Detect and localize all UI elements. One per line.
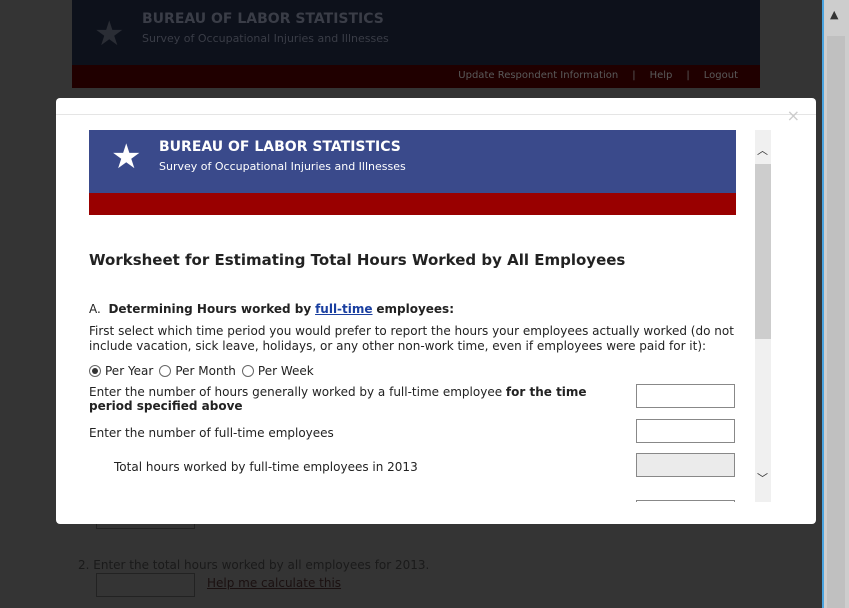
bls-logo-icon: ★ [111,137,142,177]
full-time-link[interactable]: full-time [315,302,373,316]
help-calculate-link: Help me calculate this [207,576,342,590]
bg-nav-bar: Update Respondent Information | Help | Log… [72,65,760,88]
close-icon[interactable]: × [786,106,800,125]
scroll-down-icon[interactable]: ﹀ [757,472,768,485]
red-bar [89,193,736,215]
banner-subtitle: Survey of Occupational Injuries and Illn… [159,160,406,173]
radio-per-month[interactable]: Per Month [159,364,236,378]
bls-logo-icon: ★ [94,14,125,54]
section-a-heading: A. Determining Hours worked by full-time… [89,302,454,316]
hours-input[interactable] [636,384,735,408]
total-output [636,453,735,477]
employees-input[interactable] [636,419,735,443]
instructions: First select which time period you would… [89,324,734,353]
worksheet-frame: ★ BUREAU OF LABOR STATISTICS Survey of O… [89,130,771,502]
radio-per-year[interactable]: Per Year [89,364,153,378]
next-input[interactable] [636,500,735,502]
bls-banner: ★ BUREAU OF LABOR STATISTICS Survey of O… [89,130,736,193]
bg-question-2: 2. Enter the total hours worked by all e… [78,558,430,572]
page-title: Worksheet for Estimating Total Hours Wor… [89,251,626,269]
scroll-up-icon[interactable]: ︿ [757,144,768,157]
bg-title: BUREAU OF LABOR STATISTICS [142,11,384,27]
total-label: Total hours worked by full-time employee… [114,460,418,474]
page-scrollbar[interactable]: ▲ [822,0,849,608]
frame-scrollbar-thumb[interactable] [755,164,771,339]
period-radio-group: Per Year Per Month Per Week [89,364,771,378]
scroll-up-icon[interactable]: ▲ [830,8,839,21]
banner-title: BUREAU OF LABOR STATISTICS [159,139,401,155]
scrollbar-thumb[interactable] [827,36,845,608]
worksheet-modal: × ★ BUREAU OF LABOR STATISTICS Survey of… [56,98,816,524]
nav-logout[interactable]: Logout [703,70,738,81]
nav-help[interactable]: Help [649,70,673,81]
nav-update-respondent[interactable]: Update Respondent Information [458,70,619,81]
frame-scrollbar[interactable]: ︿ ﹀ [755,130,771,502]
radio-per-week[interactable]: Per Week [241,364,314,378]
hours-label: Enter the number of hours generally work… [89,385,587,413]
employees-label: Enter the number of full-time employees [89,426,334,440]
bg-subtitle: Survey of Occupational Injuries and Illn… [142,32,389,45]
bg-header [72,0,760,65]
total-hours-input [96,573,195,597]
